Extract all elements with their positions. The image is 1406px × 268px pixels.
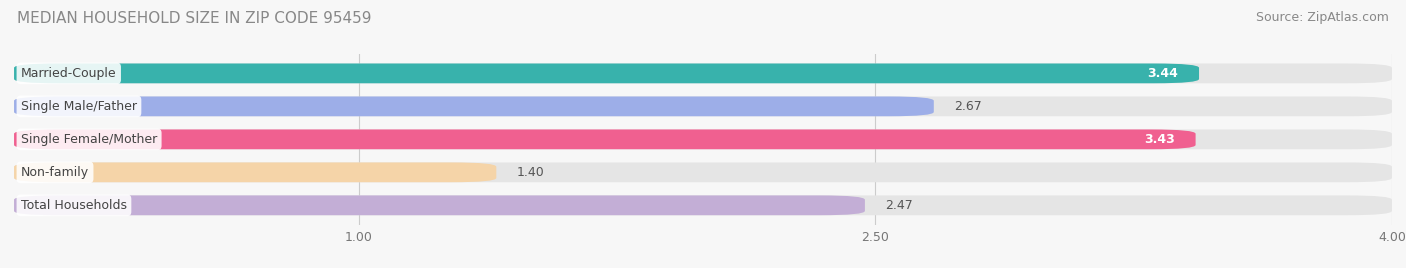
Text: 2.47: 2.47 [886, 199, 914, 212]
Text: Single Female/Mother: Single Female/Mother [21, 133, 157, 146]
FancyBboxPatch shape [14, 129, 1392, 149]
Text: Total Households: Total Households [21, 199, 127, 212]
Text: Single Male/Father: Single Male/Father [21, 100, 136, 113]
Text: Non-family: Non-family [21, 166, 89, 179]
Text: 2.67: 2.67 [955, 100, 983, 113]
FancyBboxPatch shape [14, 195, 865, 215]
FancyBboxPatch shape [14, 64, 1199, 83]
Text: 1.40: 1.40 [517, 166, 544, 179]
Text: Married-Couple: Married-Couple [21, 67, 117, 80]
FancyBboxPatch shape [14, 195, 1392, 215]
Text: 3.43: 3.43 [1144, 133, 1175, 146]
FancyBboxPatch shape [14, 129, 1195, 149]
FancyBboxPatch shape [14, 96, 1392, 116]
FancyBboxPatch shape [14, 96, 934, 116]
FancyBboxPatch shape [14, 162, 1392, 182]
Text: 3.44: 3.44 [1147, 67, 1178, 80]
FancyBboxPatch shape [14, 162, 496, 182]
Text: MEDIAN HOUSEHOLD SIZE IN ZIP CODE 95459: MEDIAN HOUSEHOLD SIZE IN ZIP CODE 95459 [17, 11, 371, 26]
Text: Source: ZipAtlas.com: Source: ZipAtlas.com [1256, 11, 1389, 24]
FancyBboxPatch shape [14, 64, 1392, 83]
